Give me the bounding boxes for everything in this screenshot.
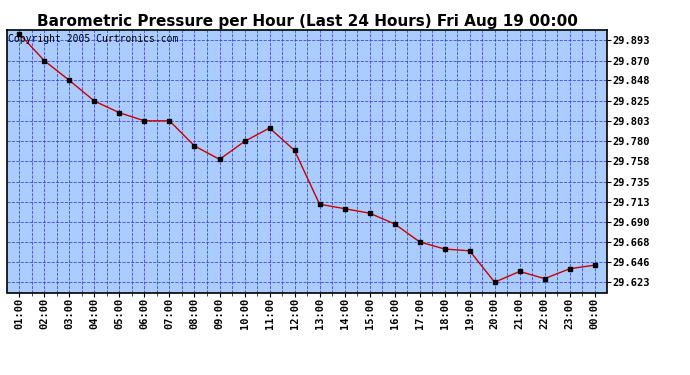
Text: Copyright 2005 Curtronics.com: Copyright 2005 Curtronics.com — [8, 34, 179, 44]
Title: Barometric Pressure per Hour (Last 24 Hours) Fri Aug 19 00:00: Barometric Pressure per Hour (Last 24 Ho… — [37, 14, 578, 29]
